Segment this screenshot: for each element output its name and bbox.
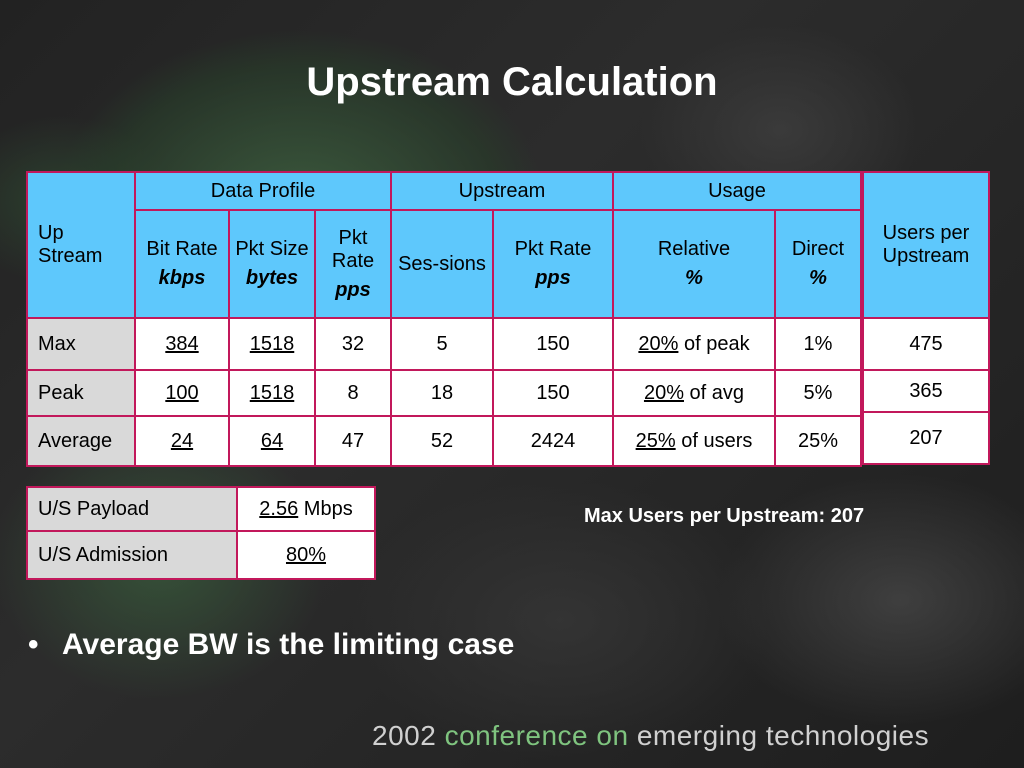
footer-middle: conference on <box>444 720 629 751</box>
bullet-item: • Average BW is the limiting case <box>28 628 514 662</box>
payload-value-cell: 2.56 Mbps <box>236 486 376 532</box>
summary-table: U/S Payload 2.56 Mbps U/S Admission 80% <box>26 486 376 580</box>
users-value-cell: 365 <box>862 369 990 413</box>
direct-cell: 5% <box>774 369 862 417</box>
max-users-text: Max Users per Upstream: 207 <box>584 505 865 527</box>
bit-rate-cell: 100 <box>134 369 230 417</box>
bit-rate-cell: 384 <box>134 317 230 371</box>
group-header-usage: Usage <box>612 171 862 211</box>
col-header-upstream-pkt-rate: Pkt Rate pps <box>492 209 614 319</box>
relative-cell: 20% of avg <box>612 369 776 417</box>
corner-label: Up Stream <box>26 171 136 319</box>
upstream-pkt-rate-cell: 2424 <box>492 415 614 467</box>
slide-title: Upstream Calculation <box>306 60 718 104</box>
admission-value-cell: 80% <box>236 530 376 580</box>
admission-label: U/S Admission <box>26 530 238 580</box>
direct-cell: 1% <box>774 317 862 371</box>
col-header-sessions: Ses-sions <box>390 209 494 319</box>
footer-year: 2002 <box>372 720 437 751</box>
pkt-rate-cell: 47 <box>314 415 392 467</box>
users-value-cell: 207 <box>862 411 990 465</box>
sessions-cell: 5 <box>390 317 494 371</box>
users-per-upstream-header: Users per Upstream <box>862 171 990 319</box>
row-label: Peak <box>26 369 136 417</box>
row-label: Max <box>26 317 136 371</box>
col-header-direct: Direct% <box>774 209 862 319</box>
col-header-relative: Relative% <box>612 209 776 319</box>
group-header-data-profile: Data Profile <box>134 171 392 211</box>
pkt-size-cell: 64 <box>228 415 316 467</box>
payload-label: U/S Payload <box>26 486 238 532</box>
direct-cell: 25% <box>774 415 862 467</box>
pkt-size-cell: 1518 <box>228 317 316 371</box>
footer-end: emerging technologies <box>636 720 930 751</box>
col-header-pkt-rate: Pkt Rate pps <box>314 209 392 319</box>
table-row: Average 24 64 47 52 2424 25% of users 25… <box>26 415 862 467</box>
table-row: Max 384 1518 32 5 150 20% of peak 1% <box>26 317 862 371</box>
col-header-pkt-size: Pkt Size bytes <box>228 209 316 319</box>
col-header-bit-rate: Bit Rate kbps <box>134 209 230 319</box>
bit-rate-cell: 24 <box>134 415 230 467</box>
sessions-cell: 52 <box>390 415 494 467</box>
group-header-upstream: Upstream <box>390 171 614 211</box>
table-row: Peak 100 1518 8 18 150 20% of avg 5% <box>26 369 862 417</box>
sessions-cell: 18 <box>390 369 494 417</box>
upstream-table: Up Stream Data Profile Upstream Usage Bi… <box>26 171 862 467</box>
upstream-pkt-rate-cell: 150 <box>492 369 614 417</box>
pkt-rate-cell: 8 <box>314 369 392 417</box>
pkt-size-cell: 1518 <box>228 369 316 417</box>
upstream-pkt-rate-cell: 150 <box>492 317 614 371</box>
users-per-upstream-table: Users per Upstream 475 365 207 <box>862 171 990 465</box>
users-value-cell: 475 <box>862 317 990 371</box>
relative-cell: 20% of peak <box>612 317 776 371</box>
pkt-rate-cell: 32 <box>314 317 392 371</box>
bullet-text: Average BW is the limiting case <box>62 628 515 661</box>
footer-conference: 2002 conference on emerging technologies <box>372 720 929 752</box>
relative-cell: 25% of users <box>612 415 776 467</box>
bullet-dot-icon: • <box>28 628 39 661</box>
row-label: Average <box>26 415 136 467</box>
